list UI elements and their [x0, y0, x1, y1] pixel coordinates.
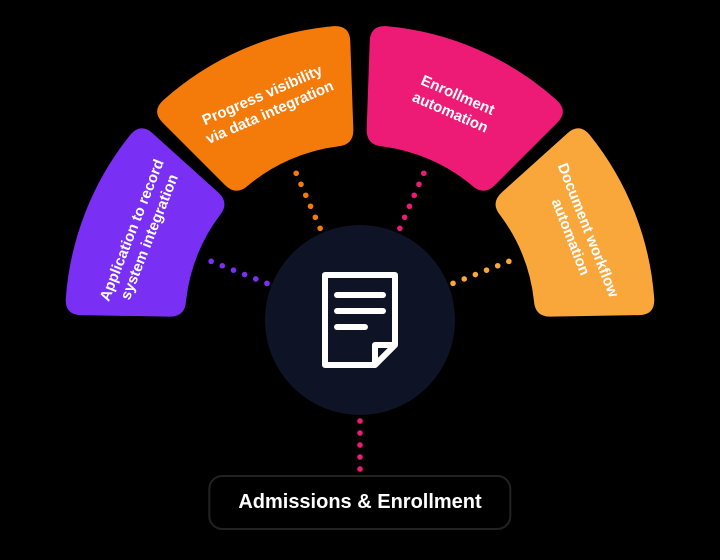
title-label: Admissions & Enrollment [208, 475, 511, 530]
connector-dot [303, 192, 309, 198]
title-connector-dot [357, 442, 363, 448]
connector-dot [313, 214, 319, 220]
connector-dot [495, 263, 501, 269]
hub-circle [265, 225, 455, 415]
connector-dot [416, 181, 422, 187]
connector-dot [421, 170, 427, 176]
connector-dot [484, 267, 490, 273]
connector-dot [231, 267, 237, 273]
connector-dot [402, 214, 408, 220]
connector-dot [293, 170, 299, 176]
connector-dot [264, 281, 270, 287]
title-connector-dot [357, 466, 363, 472]
connector-dot [407, 203, 413, 209]
connector-dot [298, 181, 304, 187]
connector-dot [253, 276, 259, 282]
connector-dot [208, 259, 214, 265]
connector-dot [450, 281, 456, 287]
connector-dot [317, 225, 323, 231]
title-connector-dot [357, 418, 363, 424]
connector-dot [506, 259, 512, 265]
connector-dot [461, 276, 467, 282]
connector-dot [473, 272, 479, 278]
connector-dot [411, 192, 417, 198]
connector-dot [397, 225, 403, 231]
connector-dot [308, 203, 314, 209]
title-connector-dot [357, 430, 363, 436]
connector-dot [219, 263, 225, 269]
connector-dot [242, 272, 248, 278]
title-connector-dot [357, 454, 363, 460]
